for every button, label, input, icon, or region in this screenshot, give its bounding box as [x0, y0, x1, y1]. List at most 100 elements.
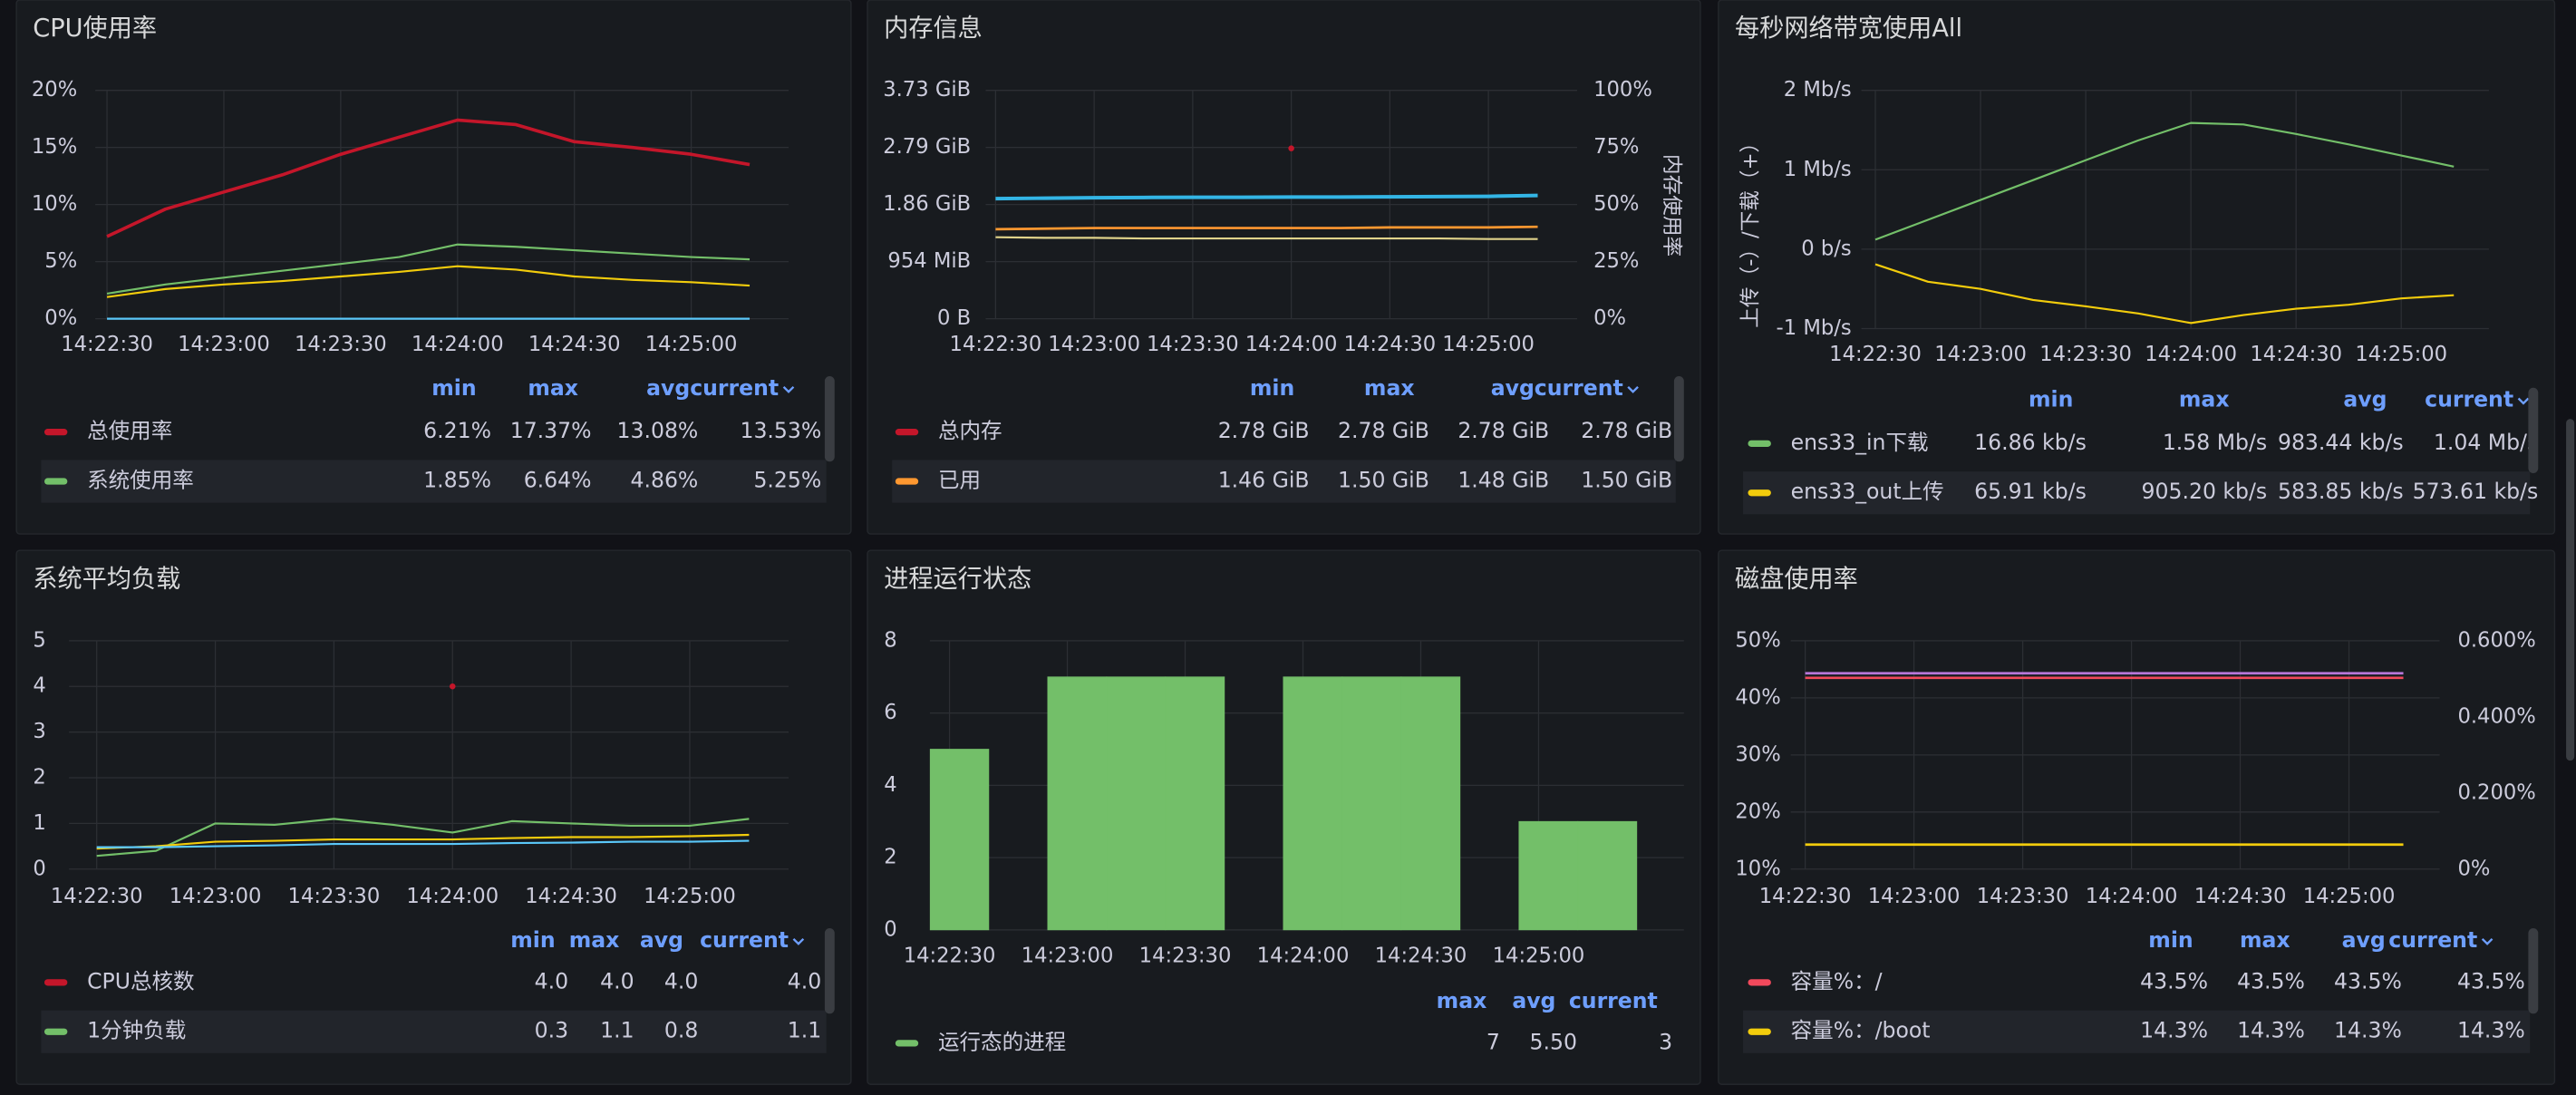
legend-name[interactable]: 1分钟负载 — [87, 1018, 186, 1043]
legend-row-highlight — [1743, 1010, 2531, 1053]
legend-swatch — [1748, 440, 1771, 447]
legend-header[interactable]: current — [1535, 375, 1623, 401]
legend-scrollbar[interactable] — [1673, 376, 1684, 462]
y-tick-label: 0 b/s — [1801, 237, 1851, 260]
legend-header[interactable]: avg — [646, 375, 690, 401]
legend-header[interactable]: max — [569, 927, 620, 953]
legend-header[interactable]: avg — [640, 927, 683, 953]
y2-tick-label: 25% — [1593, 249, 1639, 273]
series-point — [1288, 145, 1294, 151]
legend-header[interactable]: avg — [1491, 375, 1535, 401]
legend-name[interactable]: ens33_out上传 — [1791, 479, 1944, 504]
panel: 磁盘使用率 10% 20% 30% 40% 50% 0% 0.200% 0.400% 0.600%… — [1718, 549, 2556, 1085]
legend-scrollbar[interactable] — [824, 376, 835, 462]
legend-stat: 905.20 kb/s — [2142, 479, 2268, 504]
panel-background — [15, 549, 852, 1085]
legend-stat: 43.5% — [2237, 968, 2305, 993]
panel: 每秒网络带宽使用All -1 Mb/s 0 b/s 1 Mb/s 2 Mb/s 14:22… — [1718, 0, 2556, 535]
bar — [1165, 676, 1225, 931]
y-tick-label: 8 — [884, 628, 896, 652]
legend-name[interactable]: CPU总核数 — [87, 968, 195, 993]
bar — [1400, 676, 1461, 931]
legend-name[interactable]: ens33_in下载 — [1791, 430, 1929, 455]
legend-header[interactable]: current — [700, 927, 789, 953]
y-tick-label: 2 — [33, 766, 45, 790]
x-tick-label: 14:25:00 — [1442, 333, 1535, 356]
series-line — [96, 818, 750, 858]
x-tick-label: 14:24:30 — [2250, 343, 2342, 366]
legend-row-highlight — [892, 460, 1676, 503]
legend-stat: 14.3% — [2237, 1018, 2305, 1043]
legend-header[interactable]: avg — [2342, 927, 2386, 953]
legend-header[interactable]: current — [2425, 387, 2513, 412]
legend-header[interactable]: min — [431, 375, 476, 401]
sort-chevron[interactable] — [1627, 385, 1639, 393]
legend-header[interactable]: min — [510, 927, 555, 953]
sort-chevron[interactable] — [792, 937, 805, 945]
legend-name[interactable]: 容量%：/boot — [1791, 1018, 1931, 1043]
legend-header[interactable]: min — [2148, 927, 2193, 953]
legend-scrollbar[interactable] — [2528, 387, 2539, 473]
legend-header[interactable]: current — [690, 375, 779, 401]
legend-header[interactable]: current — [1569, 988, 1658, 1013]
legend-stat: 1.1 — [600, 1018, 634, 1043]
legend-header[interactable]: max — [1437, 988, 1487, 1013]
legend-stat: 6.21% — [423, 418, 491, 443]
panel-title: 内存信息 — [884, 15, 983, 43]
sort-chevron[interactable] — [2481, 937, 2494, 945]
bar — [1283, 676, 1343, 931]
legend-stat: 1.58 Mb/s — [2163, 430, 2267, 455]
legend-header[interactable]: max — [2179, 387, 2230, 412]
plot-area — [995, 145, 1538, 240]
x-tick-label: 14:25:00 — [1493, 944, 1585, 967]
legend-stat: 4.0 — [664, 968, 698, 993]
legend-name[interactable]: 运行态的进程 — [938, 1029, 1066, 1054]
legend-header[interactable]: avg — [2343, 387, 2387, 412]
x-tick-label: 14:23:00 — [169, 885, 262, 908]
legend-name[interactable]: 容量%：/ — [1791, 968, 1883, 993]
x-tick-label: 14:24:00 — [2086, 885, 2178, 908]
legend-stat: 1.1 — [788, 1018, 821, 1043]
x-tick-label: 14:24:00 — [412, 333, 504, 356]
legend-stat: 2.78 GiB — [1457, 418, 1549, 443]
legend-scrollbar[interactable] — [824, 928, 835, 1014]
legend-stat: 983.44 kb/s — [2278, 430, 2404, 455]
legend-stat: 1.48 GiB — [1457, 468, 1549, 493]
legend-stat: 1.46 GiB — [1218, 468, 1310, 493]
legend-row-highlight — [41, 460, 827, 503]
page-scrollbar[interactable] — [2566, 419, 2575, 761]
legend-stat: 3 — [1659, 1029, 1672, 1054]
legend-stat: 583.85 kb/s — [2278, 479, 2404, 504]
legend-scrollbar[interactable] — [2528, 928, 2539, 1014]
legend-header[interactable]: current — [2388, 927, 2477, 953]
sort-chevron[interactable] — [782, 385, 795, 393]
bar — [1341, 676, 1402, 931]
x-tick-label: 14:22:30 — [950, 333, 1042, 356]
legend-header[interactable]: max — [528, 375, 578, 401]
legend-name[interactable]: 系统使用率 — [87, 468, 194, 493]
legend-name[interactable]: 总使用率 — [87, 418, 172, 443]
legend-swatch — [1748, 489, 1771, 497]
legend-header[interactable]: max — [1364, 375, 1415, 401]
x-tick-label: 14:25:00 — [2355, 343, 2447, 366]
series-line — [1874, 263, 2455, 325]
y-tick-label: 4 — [884, 773, 896, 797]
legend-header[interactable]: max — [2240, 927, 2290, 953]
x-tick-label: 14:23:30 — [2039, 343, 2132, 366]
legend-header[interactable]: min — [1250, 375, 1294, 401]
legend-header[interactable]: avg — [1512, 988, 1555, 1013]
legend-stat: 14.3% — [2334, 1018, 2402, 1043]
legend-stat: 1.50 GiB — [1338, 468, 1429, 493]
legend-name[interactable]: 总内存 — [938, 418, 1002, 443]
bar — [1518, 820, 1579, 931]
legend-name[interactable]: 已用 — [938, 468, 981, 493]
legend-stat: 43.5% — [2334, 968, 2402, 993]
legend-header[interactable]: min — [2029, 387, 2073, 412]
plot-area — [929, 676, 1638, 931]
y2-tick-label: 0% — [2457, 857, 2490, 880]
sort-chevron[interactable] — [2517, 397, 2530, 405]
legend-row-highlight — [41, 1010, 827, 1053]
plot-area — [96, 683, 750, 858]
legend-stat: 16.86 kb/s — [1974, 430, 2087, 455]
